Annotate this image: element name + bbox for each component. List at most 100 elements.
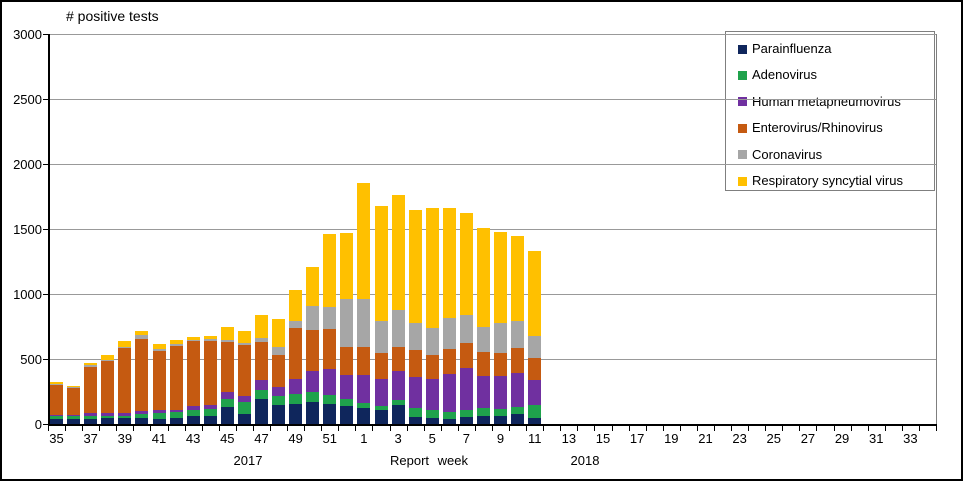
bar-segment-respiratory-syncytial-virus: [101, 355, 115, 360]
bar-segment-coronavirus: [186, 339, 200, 342]
x-axis-tick: [406, 426, 408, 431]
legend-swatch-icon: [738, 123, 747, 133]
bar-segment-adenovirus: [220, 398, 234, 408]
bar-segment-coronavirus: [476, 327, 490, 352]
chart-title: # positive tests: [66, 8, 159, 24]
x-axis-label: 37: [83, 431, 98, 446]
x-axis-tick: [765, 426, 767, 431]
bar-segment-respiratory-syncytial-virus: [254, 315, 268, 339]
bar-segment-respiratory-syncytial-virus: [408, 210, 422, 324]
x-axis-tick: [645, 426, 647, 431]
legend-item-coronavirus: Coronavirus: [738, 148, 822, 161]
bar-segment-adenovirus: [306, 392, 320, 402]
bar-segment-enterovirus-rhinovirus: [323, 329, 337, 370]
x-axis-tick: [218, 426, 220, 431]
bar-segment-enterovirus-rhinovirus: [84, 366, 98, 414]
bar-2017-w38: [101, 355, 115, 424]
bar-segment-enterovirus-rhinovirus: [357, 347, 371, 376]
x-axis-label: 3: [394, 431, 402, 446]
legend-swatch-icon: [738, 97, 747, 107]
bar-segment-coronavirus: [152, 349, 166, 352]
bar-segment-respiratory-syncytial-virus: [220, 326, 234, 340]
bar-segment-respiratory-syncytial-virus: [169, 340, 183, 344]
bar-segment-human-metapneumovirus: [67, 415, 81, 417]
bar-segment-human-metapneumovirus: [169, 409, 183, 413]
bar-segment-parainfluenza: [425, 417, 439, 424]
x-axis-tick: [235, 426, 237, 431]
bar-segment-enterovirus-rhinovirus: [67, 387, 81, 416]
x-axis-tick: [936, 426, 937, 431]
bar-2018-w4: [408, 210, 422, 424]
x-axis-label: 49: [288, 431, 303, 446]
bar-segment-coronavirus: [408, 323, 422, 350]
x-axis-tick: [611, 426, 613, 431]
bar-segment-human-metapneumovirus: [476, 375, 490, 409]
bar-segment-coronavirus: [84, 365, 98, 367]
bar-segment-coronavirus: [459, 315, 473, 343]
x-axis-label: 5: [428, 431, 436, 446]
bar-segment-respiratory-syncytial-virus: [528, 251, 542, 336]
x-axis-tick: [184, 426, 186, 431]
x-axis-tick: [150, 426, 152, 431]
bar-segment-enterovirus-rhinovirus: [408, 349, 422, 377]
y-axis-label: 1500: [13, 222, 42, 237]
x-axis-label: 41: [151, 431, 167, 446]
x-axis-tick: [679, 426, 681, 431]
x-axis-tick: [543, 426, 545, 431]
x-axis-tick: [782, 426, 784, 431]
bar-segment-respiratory-syncytial-virus: [442, 208, 456, 319]
bar-segment-parainfluenza: [118, 418, 132, 424]
bar-2018-w8: [476, 227, 490, 424]
bar-segment-parainfluenza: [442, 418, 456, 424]
x-axis-tick: [167, 426, 169, 431]
bar-2017-w40: [135, 331, 149, 424]
bar-segment-adenovirus: [425, 410, 439, 418]
bar-segment-respiratory-syncytial-virus: [135, 331, 149, 335]
x-axis-tick: [509, 426, 511, 431]
x-axis-tick: [714, 426, 715, 431]
bar-2018-w2: [374, 206, 388, 424]
x-axis-tick: [748, 426, 750, 431]
x-axis-tick: [48, 426, 49, 431]
bar-segment-respiratory-syncytial-virus: [272, 318, 286, 347]
bar-segment-enterovirus-rhinovirus: [340, 346, 354, 376]
bar-segment-adenovirus: [118, 415, 132, 419]
bar-segment-respiratory-syncytial-virus: [67, 385, 81, 388]
x-axis-label: 29: [834, 431, 850, 446]
x-axis-line: [48, 424, 937, 426]
legend-swatch-icon: [738, 150, 747, 160]
bar-segment-human-metapneumovirus: [306, 370, 320, 393]
bar-segment-parainfluenza: [476, 416, 490, 424]
bar-2017-w47: [254, 315, 268, 424]
bar-segment-respiratory-syncytial-virus: [340, 232, 354, 299]
bar-segment-human-metapneumovirus: [152, 410, 166, 413]
bar-segment-enterovirus-rhinovirus: [306, 330, 320, 371]
bar-segment-adenovirus: [186, 410, 200, 417]
bar-segment-human-metapneumovirus: [289, 378, 303, 395]
bar-segment-adenovirus: [511, 407, 525, 415]
bar-segment-parainfluenza: [459, 416, 473, 424]
bar-2017-w35: [50, 382, 64, 424]
bar-segment-parainfluenza: [528, 417, 542, 424]
x-axis-tick: [577, 426, 579, 431]
x-axis-tick: [816, 426, 818, 431]
legend-label: Human metapneumovirus: [752, 93, 901, 109]
bar-segment-respiratory-syncytial-virus: [118, 341, 132, 347]
x-axis-label: 43: [185, 431, 201, 446]
bar-segment-coronavirus: [220, 339, 234, 343]
x-axis-tick: [304, 426, 306, 431]
bar-segment-respiratory-syncytial-virus: [476, 227, 490, 328]
bar-segment-coronavirus: [528, 335, 542, 359]
legend-item-respiratory-syncytial-virus: Respiratory syncytial virus: [738, 174, 903, 187]
x-axis-label: 35: [49, 431, 64, 446]
bar-segment-parainfluenza: [84, 418, 98, 424]
x-axis-year-label: 2018: [570, 453, 600, 468]
x-axis-tick: [82, 426, 84, 431]
bar-2018-w5: [425, 208, 439, 424]
x-axis-tick: [389, 426, 391, 431]
bar-segment-parainfluenza: [67, 418, 81, 424]
bar-segment-enterovirus-rhinovirus: [237, 345, 251, 397]
bar-segment-enterovirus-rhinovirus: [50, 384, 64, 415]
bar-2018-w10: [511, 235, 525, 424]
x-axis-label: 45: [220, 431, 235, 446]
